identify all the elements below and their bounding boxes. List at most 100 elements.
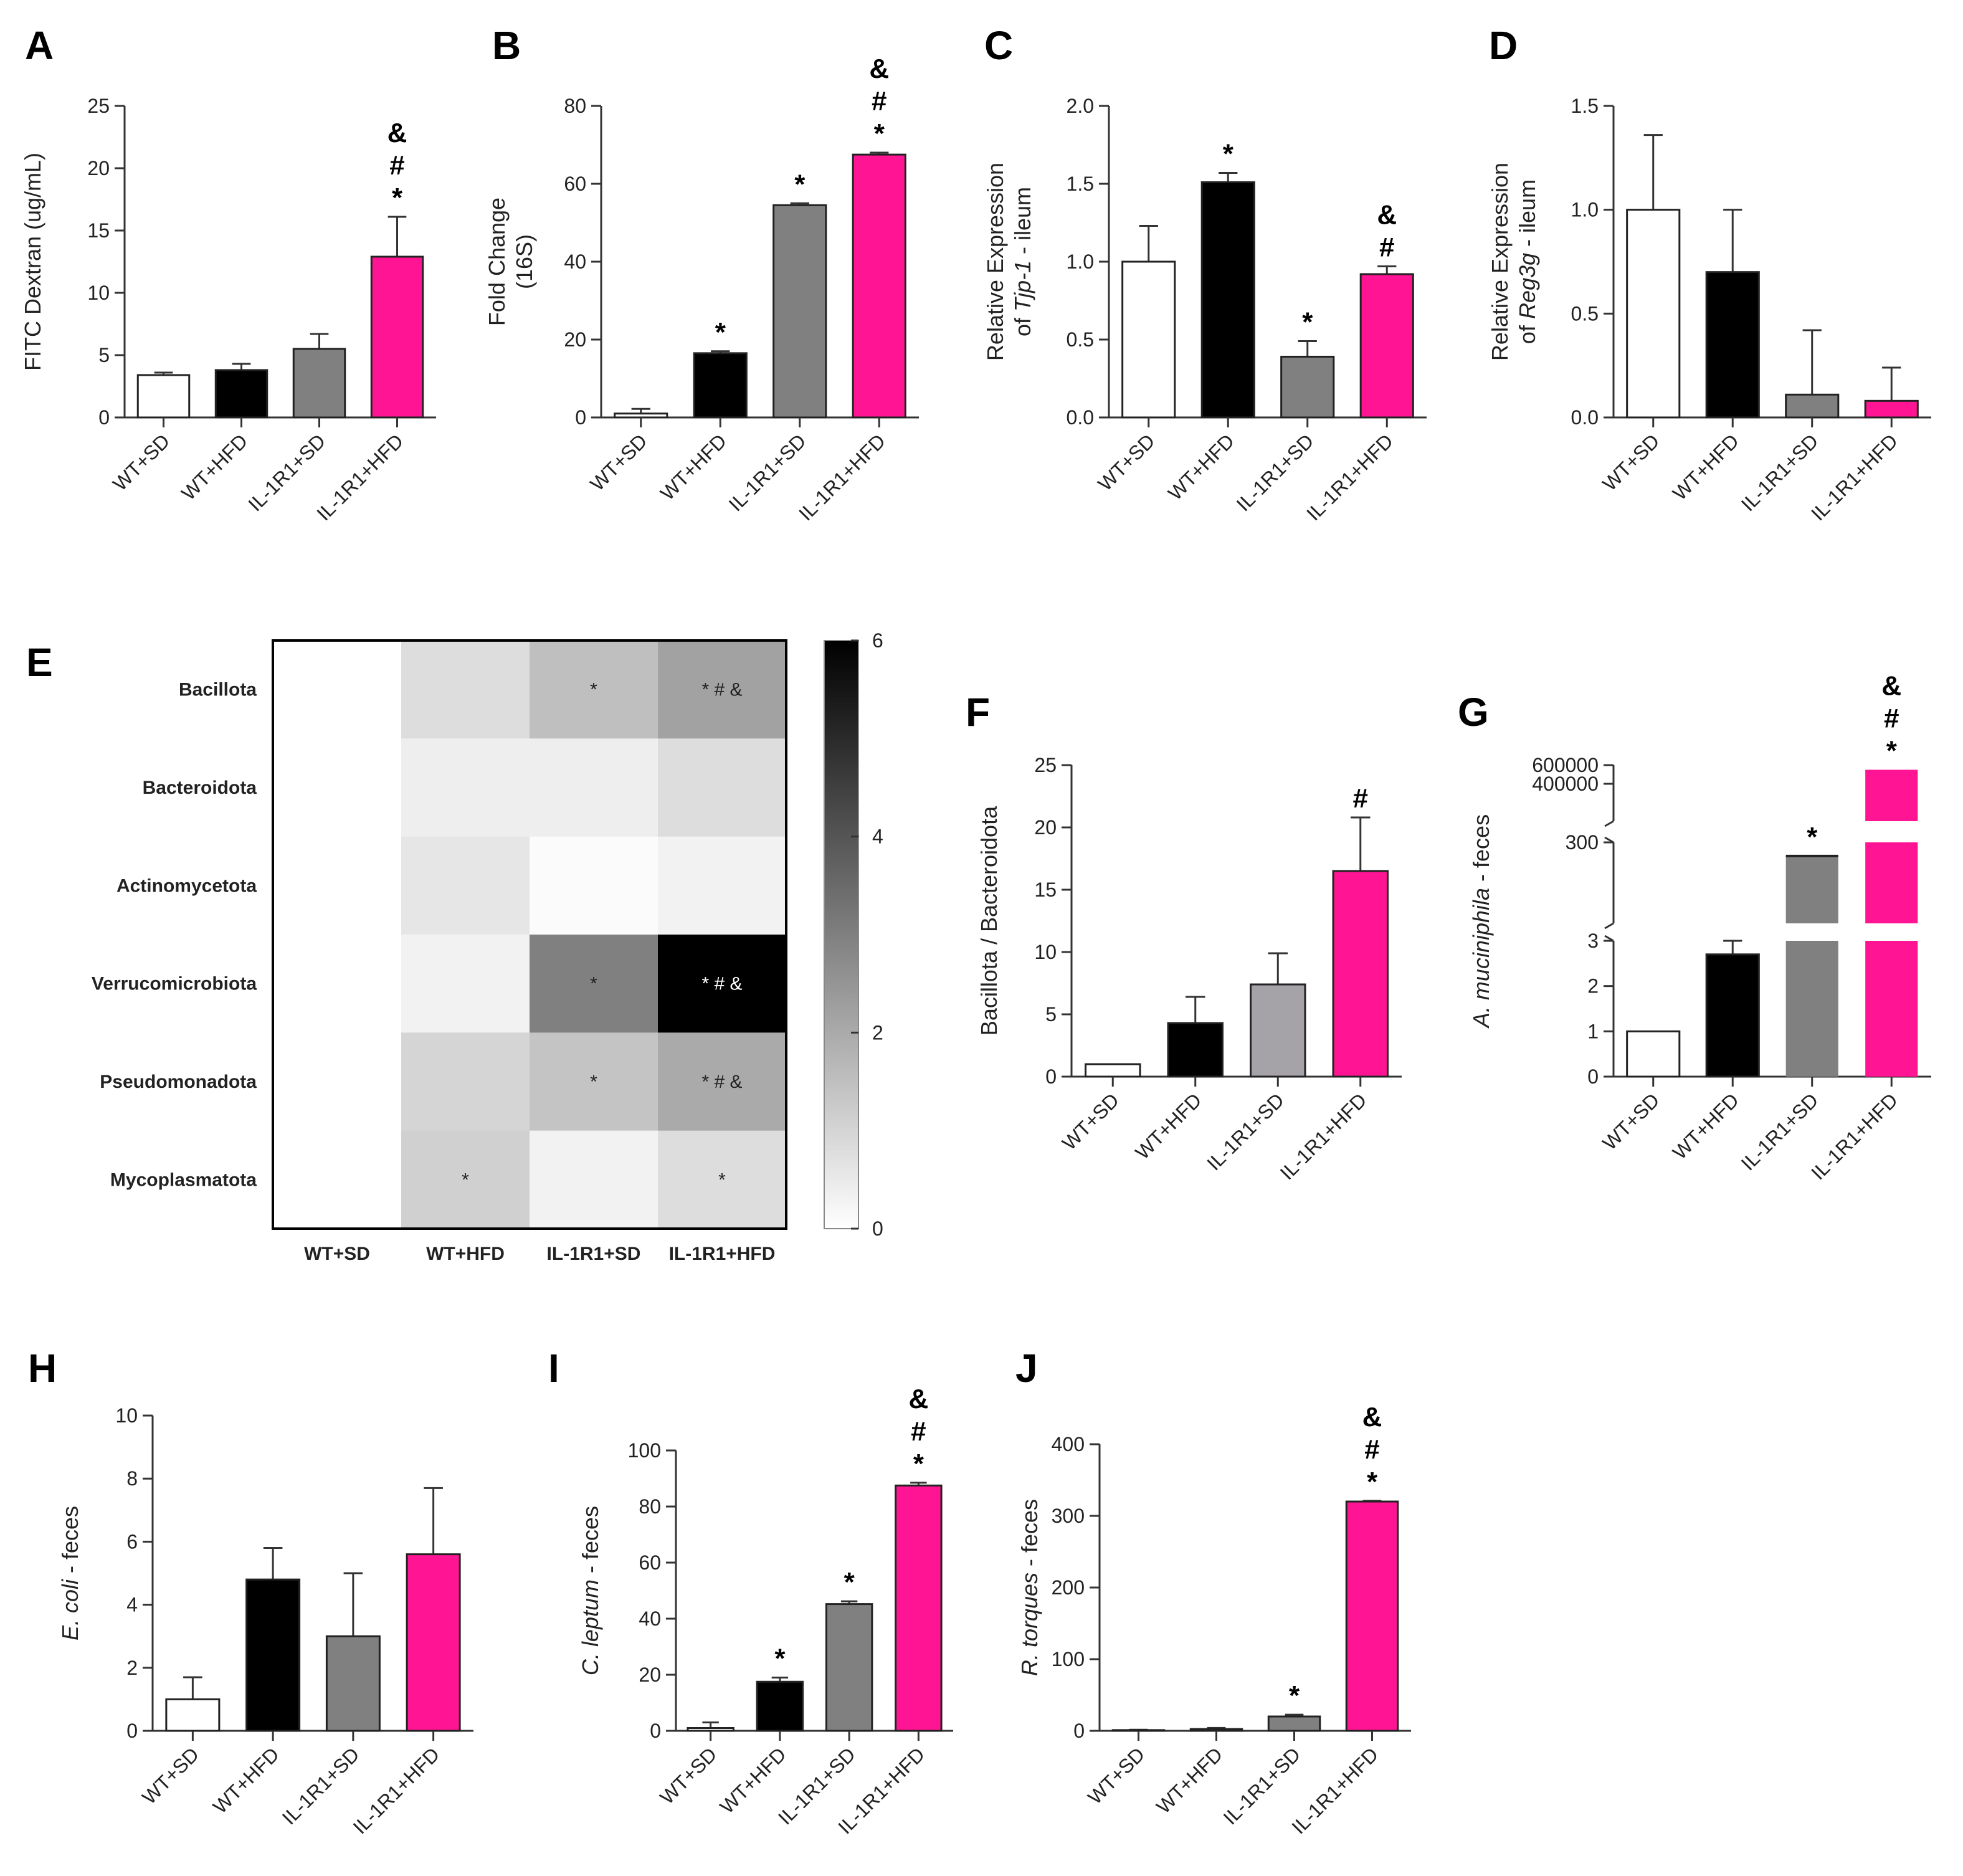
significance-mark: * (1223, 139, 1234, 169)
y-tick-label: 1.0 (1067, 250, 1094, 273)
heatmap-cell (530, 738, 658, 837)
bar (687, 1727, 734, 1732)
y-tick-label: 2.0 (1067, 95, 1094, 117)
y-tick-label: 400000 (1532, 773, 1599, 795)
y-tick-label: 15 (87, 219, 110, 242)
y-tick-label: 8 (126, 1467, 138, 1490)
y-tick-label: 0 (1073, 1720, 1085, 1742)
panel-I: I 0 20 40 60 80 100 C. leptum - feces WT+SDWT+HF… (548, 1346, 953, 1839)
significance-mark: * (874, 118, 885, 149)
bar (1189, 1728, 1243, 1732)
y-tick-label: 0.0 (1067, 406, 1094, 429)
y-tick-label: 300 (1566, 831, 1599, 854)
x-tick-label: WT+SD (1598, 1088, 1663, 1154)
y-axis-label: R. torques - feces (1017, 1499, 1042, 1676)
column-label: WT+SD (304, 1244, 370, 1264)
x-tick-label: IL-1R1+SD (1219, 1743, 1305, 1829)
x-tick-label: WT+HFD (209, 1743, 283, 1817)
y-tick-label: 600000 (1532, 754, 1599, 776)
y-tick-label: 6 (126, 1530, 138, 1553)
heatmap-cell (401, 640, 530, 739)
x-tick-label: WT+SD (1083, 1743, 1149, 1808)
y-tick-label: 10 (115, 1404, 138, 1427)
significance-mark: * (774, 1644, 786, 1674)
y-tick-label: 100 (628, 1439, 661, 1462)
significance-mark: * (1302, 307, 1313, 338)
significance-mark: * (913, 1449, 924, 1479)
panel-A: A 0 5 10 15 20 25 FITC Dextran (ug/mL) WT+SD WT+H… (20, 23, 436, 525)
x-tick-label: WT+SD (1093, 429, 1159, 495)
significance-mark: & (387, 118, 407, 148)
x-tick-label: WT+SD (655, 1743, 721, 1808)
panel-B: B 0 20 40 60 80 Fold Change (16S) WT+SD WT+HFD * IL… (484, 23, 919, 525)
cell-significance: * # & (701, 680, 742, 700)
y-tick-label: 2 (1587, 975, 1599, 998)
column-label: IL-1R1+SD (547, 1244, 641, 1264)
y-tick-label: 0 (126, 1720, 138, 1742)
y-axis-label: Relative Expression (982, 163, 1008, 361)
cell-significance: * # & (701, 974, 742, 994)
bar (136, 374, 191, 419)
bar-segment (1785, 941, 1838, 1077)
x-tick-label: WT+HFD (1668, 429, 1743, 504)
bar (895, 1484, 943, 1732)
cell-significance: * # & (701, 1072, 742, 1092)
significance-mark: * (392, 183, 403, 213)
y-tick-label: 0 (575, 406, 586, 429)
significance-mark: # (911, 1416, 926, 1447)
y-tick-label: 0 (650, 1720, 661, 1742)
heatmap-cell (273, 1130, 402, 1229)
significance-mark: * (715, 317, 726, 348)
bar (1705, 271, 1760, 419)
y-axis-label: E. coli - feces (57, 1506, 83, 1640)
y-axis-label: A. muciniphila - feces (1468, 814, 1494, 1029)
heatmap-frame (272, 639, 787, 1230)
heatmap-cell (530, 836, 658, 935)
panel-label: B (492, 23, 521, 68)
y-tick-label: 2 (126, 1657, 138, 1679)
heatmap-cell (658, 935, 787, 1033)
y-tick-label: 0 (98, 406, 110, 429)
significance-mark: # (1379, 232, 1394, 263)
y-tick-label: 10 (1034, 941, 1057, 963)
significance-mark: # (389, 150, 404, 181)
cell-significance: * (590, 680, 597, 700)
panel-label: D (1489, 23, 1518, 68)
colorbar-tick-label: 4 (872, 826, 883, 848)
bar-segment (1865, 842, 1918, 923)
heatmap-cell (401, 738, 530, 837)
y-tick-label: 20 (639, 1664, 661, 1686)
y-tick-label: 25 (1034, 754, 1057, 776)
column-label: WT+HFD (426, 1244, 505, 1264)
y-tick-label: 0.5 (1067, 328, 1094, 351)
bar (1111, 1729, 1166, 1732)
column-label: IL-1R1+HFD (669, 1244, 776, 1264)
heatmap-cell (658, 1130, 787, 1229)
bar (325, 1635, 381, 1732)
x-tick-label: WT+SD (586, 429, 651, 495)
x-tick-label: IL-1R1+SD (278, 1743, 364, 1829)
significance-mark: & (908, 1384, 928, 1414)
heatmap-cell (658, 738, 787, 837)
bar (214, 369, 269, 419)
significance-mark: & (1377, 200, 1397, 231)
row-label: Bacillota (179, 680, 257, 700)
y-tick-label: 5 (1045, 1003, 1057, 1026)
x-tick-label: WT+HFD (177, 429, 252, 504)
bar (1864, 399, 1919, 419)
bar (614, 412, 668, 419)
heatmap-cell (530, 935, 658, 1033)
y-axis-label: of Reg3g - ileum (1514, 179, 1540, 344)
bar (1345, 1500, 1399, 1732)
y-tick-label: 0.0 (1571, 406, 1599, 429)
y-axis-label: Fold Change (484, 198, 510, 326)
panel-J: J 0 100 200 300 400 R. torques - feces WT+SD WT+… (1015, 1346, 1411, 1839)
bar (1121, 260, 1176, 419)
y-tick-label: 1.5 (1067, 173, 1094, 195)
x-tick-label: IL-1R1+SD (1737, 429, 1823, 515)
panel-label: G (1458, 690, 1489, 735)
bar (1332, 870, 1389, 1078)
y-axis-label: (16S) (511, 234, 537, 289)
y-tick-label: 300 (1052, 1505, 1085, 1527)
